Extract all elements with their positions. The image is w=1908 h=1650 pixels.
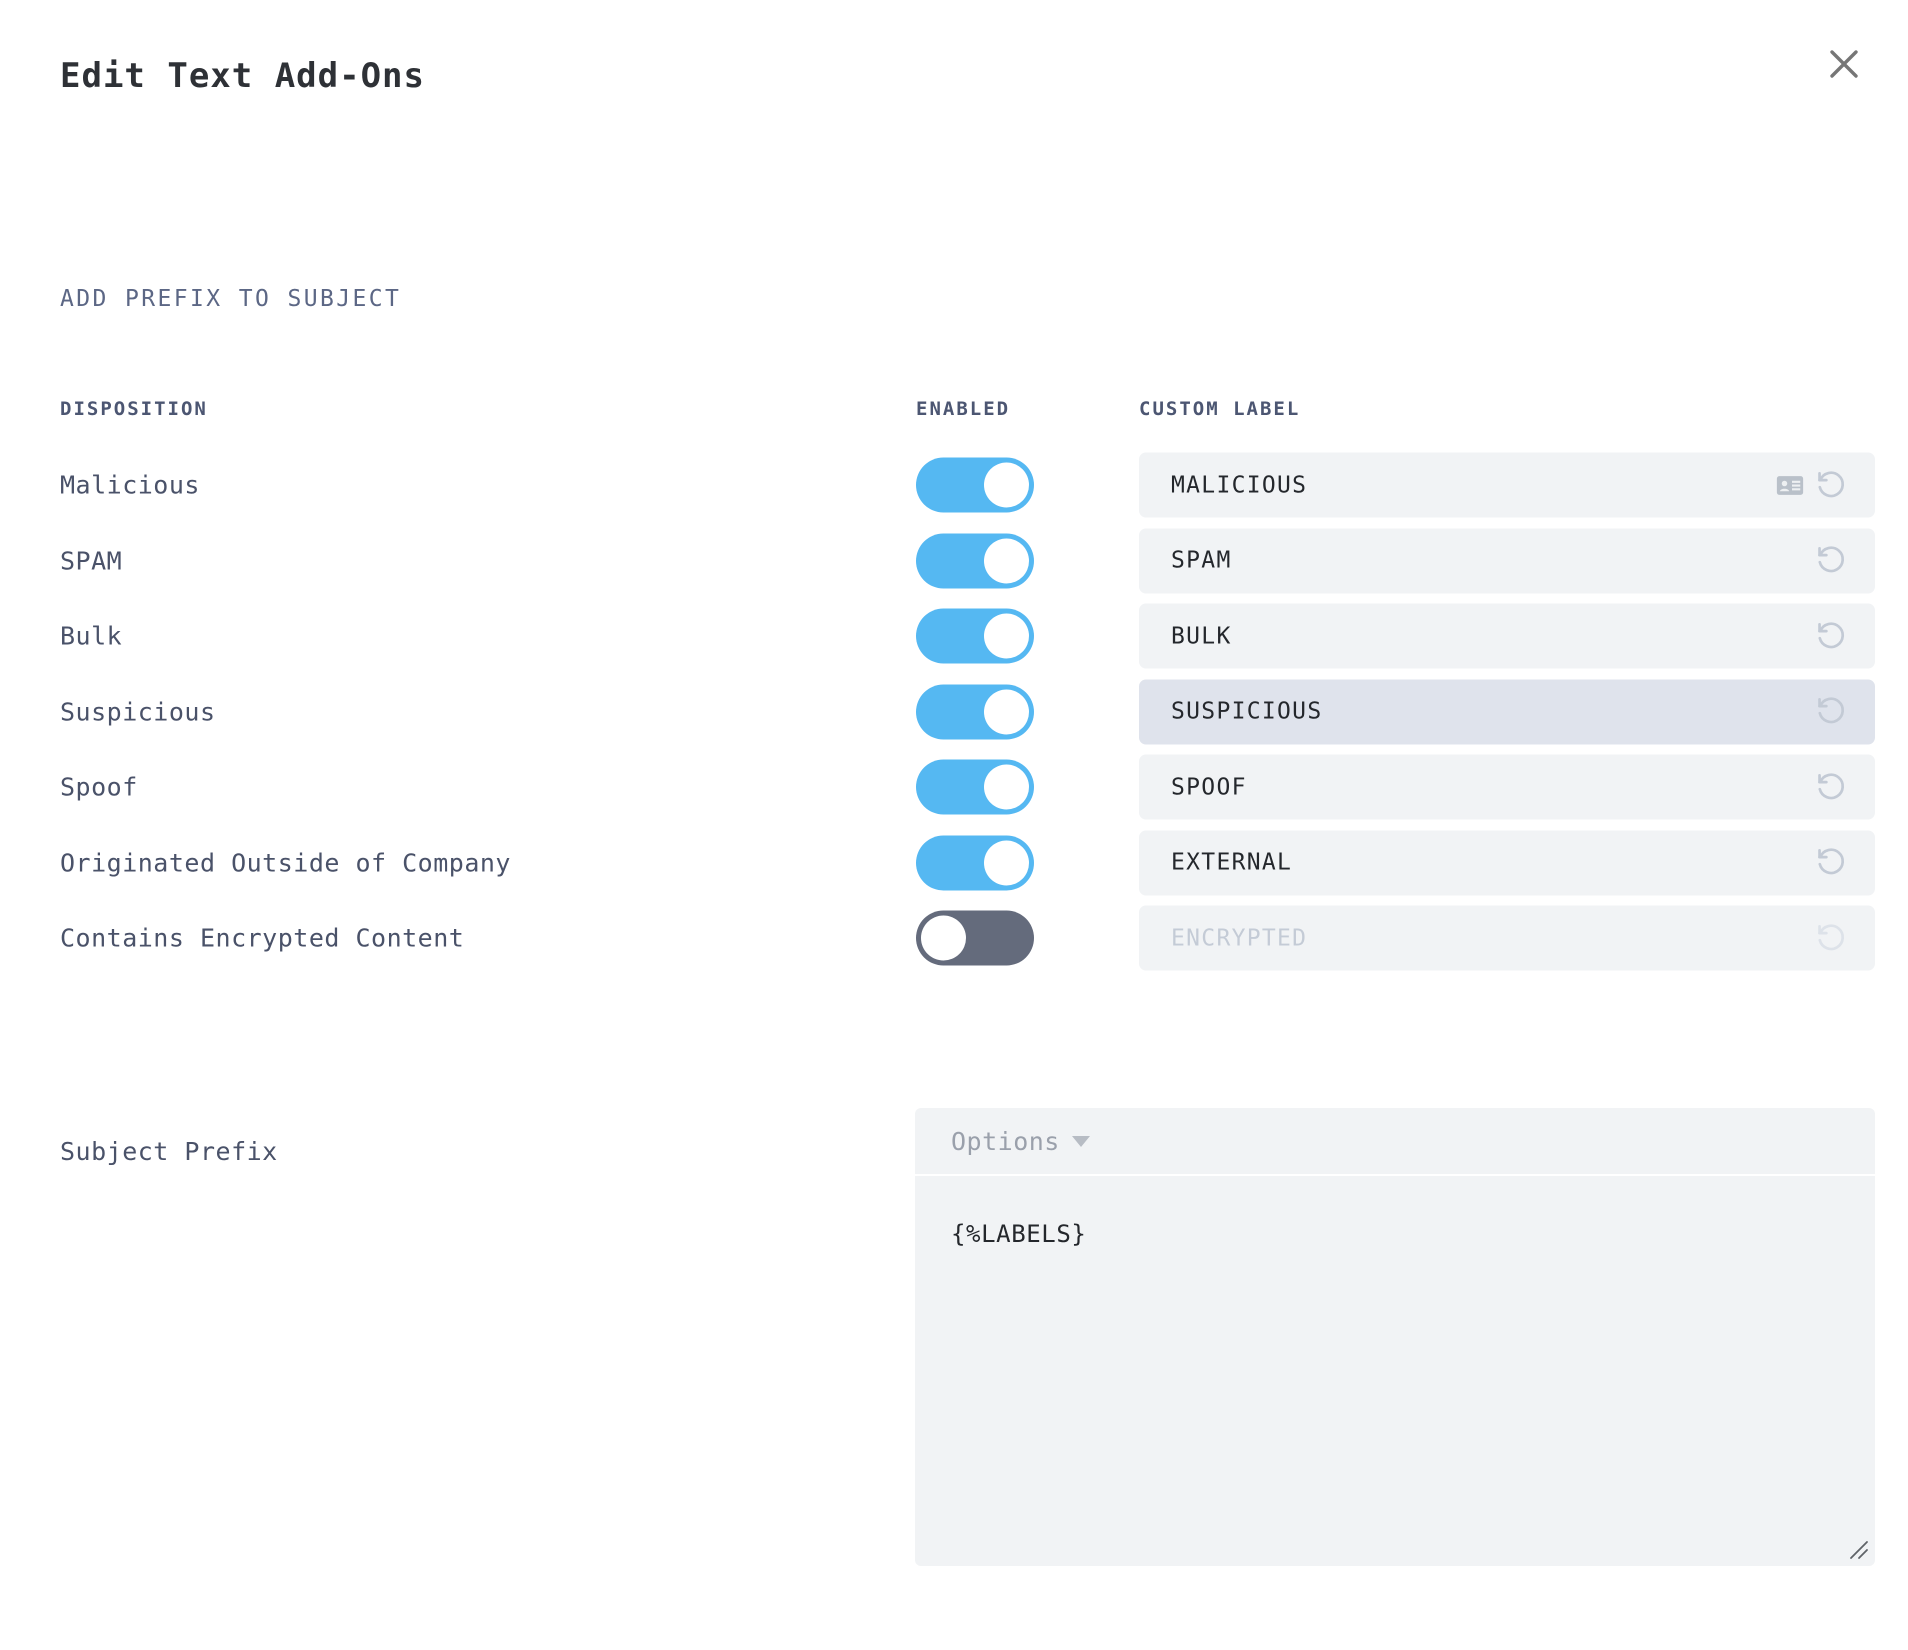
table-row: SPAM SPAM xyxy=(0,521,1908,601)
reset-icon[interactable] xyxy=(1815,619,1849,653)
toggle-knob xyxy=(984,613,1029,659)
editor-toolbar: Options xyxy=(915,1108,1875,1176)
field-icon-group xyxy=(1815,619,1849,653)
toggle-knob xyxy=(984,689,1029,734)
disposition-label: SPAM xyxy=(60,546,123,575)
table-row: Malicious MALICIOUS xyxy=(0,445,1908,525)
reset-icon[interactable] xyxy=(1815,544,1849,578)
field-icon-group xyxy=(1815,770,1849,804)
column-header-disposition: DISPOSITION xyxy=(60,398,208,420)
enabled-toggle[interactable] xyxy=(916,684,1034,739)
custom-label-value: SUSPICIOUS xyxy=(1171,698,1323,725)
table-row: Bulk BULK xyxy=(0,596,1908,676)
section-title-add-prefix-to-subject: ADD PREFIX TO SUBJECT xyxy=(60,286,402,312)
subject-prefix-textarea-value: {%LABELS} xyxy=(951,1220,1087,1248)
chevron-down-icon xyxy=(1071,1135,1090,1147)
column-header-enabled: ENABLED xyxy=(916,398,1011,420)
custom-label-input[interactable]: MALICIOUS xyxy=(1139,452,1875,518)
subject-prefix-label: Subject Prefix xyxy=(60,1137,278,1166)
custom-label-value: BULK xyxy=(1171,623,1232,649)
options-dropdown[interactable]: Options xyxy=(951,1127,1090,1156)
subject-prefix-textarea[interactable]: {%LABELS} xyxy=(915,1176,1875,1566)
close-icon xyxy=(1827,47,1861,81)
reset-icon[interactable] xyxy=(1815,921,1849,955)
table-row: Originated Outside of Company EXTERNAL xyxy=(0,823,1908,903)
column-header-custom-label: CUSTOM LABEL xyxy=(1139,398,1301,420)
toggle-knob xyxy=(921,915,966,961)
table-row: Suspicious SUSPICIOUS xyxy=(0,672,1908,752)
toggle-knob xyxy=(984,538,1029,583)
custom-label-input[interactable]: EXTERNAL xyxy=(1139,830,1875,895)
custom-label-value: MALICIOUS xyxy=(1171,472,1308,498)
disposition-label: Suspicious xyxy=(60,697,216,726)
field-icon-group xyxy=(1775,468,1849,502)
enabled-toggle[interactable] xyxy=(916,608,1034,664)
id-card-icon[interactable] xyxy=(1775,470,1805,500)
custom-label-input[interactable]: SUSPICIOUS xyxy=(1139,679,1875,744)
resize-grip-icon[interactable] xyxy=(1847,1538,1869,1560)
subject-prefix-editor: Options {%LABELS} xyxy=(915,1108,1875,1566)
disposition-label: Malicious xyxy=(60,470,200,500)
enabled-toggle[interactable] xyxy=(916,457,1034,513)
enabled-toggle[interactable] xyxy=(916,533,1034,588)
reset-icon[interactable] xyxy=(1815,846,1849,880)
field-icon-group xyxy=(1815,846,1849,880)
custom-label-value: SPAM xyxy=(1171,547,1232,574)
reset-icon[interactable] xyxy=(1815,770,1849,804)
enabled-toggle[interactable] xyxy=(916,910,1034,966)
options-dropdown-label: Options xyxy=(951,1126,1060,1156)
page-title: Edit Text Add-Ons xyxy=(60,56,425,96)
custom-label-value: ENCRYPTED xyxy=(1171,925,1308,951)
custom-label-value: EXTERNAL xyxy=(1171,849,1293,876)
disposition-label: Bulk xyxy=(60,621,123,651)
disposition-label: Contains Encrypted Content xyxy=(60,923,465,953)
custom-label-input[interactable]: SPOOF xyxy=(1139,754,1875,820)
disposition-label: Spoof xyxy=(60,772,138,802)
toggle-knob xyxy=(984,764,1029,810)
reset-icon[interactable] xyxy=(1815,468,1849,502)
toggle-knob xyxy=(984,840,1029,885)
custom-label-value: SPOOF xyxy=(1171,774,1247,800)
table-row: Contains Encrypted Content ENCRYPTED xyxy=(0,898,1908,978)
reset-icon[interactable] xyxy=(1815,695,1849,729)
custom-label-input[interactable]: ENCRYPTED xyxy=(1139,905,1875,971)
disposition-label: Originated Outside of Company xyxy=(60,848,511,877)
field-icon-group xyxy=(1815,921,1849,955)
field-icon-group xyxy=(1815,695,1849,729)
close-button[interactable] xyxy=(1818,38,1870,90)
enabled-toggle[interactable] xyxy=(916,759,1034,815)
toggle-knob xyxy=(984,462,1029,508)
custom-label-input[interactable]: SPAM xyxy=(1139,528,1875,593)
custom-label-input[interactable]: BULK xyxy=(1139,603,1875,669)
field-icon-group xyxy=(1815,544,1849,578)
enabled-toggle[interactable] xyxy=(916,835,1034,890)
table-row: Spoof SPOOF xyxy=(0,747,1908,827)
